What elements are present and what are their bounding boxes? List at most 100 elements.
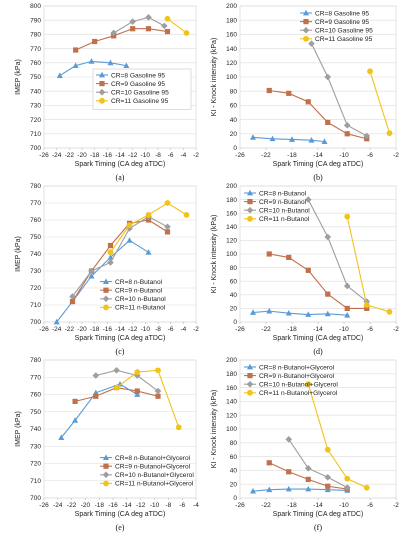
x-tick-label: -20 — [77, 326, 87, 333]
x-tick-label: -16 — [103, 152, 113, 159]
data-point — [305, 267, 311, 273]
x-tick-label: -10 — [141, 152, 151, 159]
x-tick-label: -18 — [95, 502, 105, 509]
data-point — [175, 424, 182, 431]
y-axis-label: IMEP (kPa) — [15, 59, 22, 95]
x-tick-label: -10 — [339, 326, 349, 333]
legend-marker — [99, 71, 105, 78]
legend-marker — [103, 480, 109, 487]
legend-entry: CR=10 n-Butanol+Glycerol — [259, 382, 338, 389]
y-tick-label: 700 — [30, 495, 41, 502]
data-point — [367, 68, 373, 75]
data-point — [266, 486, 273, 493]
data-point — [107, 242, 114, 249]
legend-marker — [103, 278, 109, 284]
y-tick-label: 160 — [226, 32, 237, 39]
data-point — [134, 388, 140, 394]
x-tick-label: -26 — [39, 326, 49, 333]
data-point — [285, 309, 292, 316]
y-tick-label: 60 — [230, 278, 238, 285]
y-tick-label: 0 — [233, 319, 237, 326]
data-point — [164, 223, 171, 231]
x-axis-label: Spark Timing (CA deg aTDC) — [75, 511, 166, 518]
x-axis-label: Spark Timing (CA deg aTDC) — [273, 511, 364, 518]
data-point — [145, 26, 152, 32]
legend-marker — [247, 189, 253, 196]
data-point — [92, 372, 100, 379]
x-tick-label: -20 — [77, 152, 87, 159]
legend-entry: CR=11 n-Butanol — [259, 216, 310, 223]
panel-label: (f) — [314, 523, 322, 532]
legend-entry: CR=8 n-Butanol+Glycerol — [115, 455, 191, 462]
data-point — [154, 387, 162, 395]
legend-marker — [303, 35, 309, 42]
y-tick-label: 100 — [226, 426, 237, 433]
y-tick-label: 730 — [30, 443, 41, 450]
data-point — [344, 213, 351, 220]
data-point — [110, 29, 117, 37]
x-tick-label: -26 — [235, 152, 245, 159]
y-tick-label: 770 — [30, 200, 41, 207]
data-point — [164, 229, 171, 235]
data-point — [324, 73, 332, 81]
x-axis-label: Spark Timing (CA deg aTDC) — [273, 161, 364, 168]
y-tick-label: 180 — [226, 17, 237, 24]
x-tick-label: -22 — [261, 326, 271, 333]
legend-marker — [303, 19, 309, 25]
x-tick-label: -4 — [180, 326, 186, 333]
y-tick-label: 730 — [30, 268, 41, 275]
y-tick-label: 720 — [30, 461, 41, 468]
x-tick-label: -18 — [90, 152, 100, 159]
data-point — [286, 469, 292, 475]
y-tick-label: 710 — [30, 131, 41, 138]
x-tick-label: -6 — [168, 152, 174, 159]
x-tick-label: -10 — [141, 326, 151, 333]
data-point — [73, 47, 79, 53]
data-point — [250, 487, 256, 494]
x-tick-label: -24 — [53, 502, 63, 509]
data-point — [325, 119, 331, 126]
legend-marker — [99, 81, 105, 87]
y-tick-label: 120 — [226, 238, 237, 245]
data-point — [69, 293, 76, 300]
y-tick-label: 120 — [226, 60, 237, 67]
y-tick-label: 40 — [230, 292, 238, 299]
series-line-3 — [72, 215, 168, 297]
data-point — [266, 251, 272, 257]
data-point — [289, 136, 295, 142]
x-tick-label: -18 — [287, 502, 297, 509]
data-point — [88, 58, 95, 64]
data-point — [164, 15, 171, 22]
x-tick-label: -16 — [108, 502, 118, 509]
data-point — [134, 391, 141, 397]
y-axis-label: IMEP (kPa) — [15, 236, 22, 272]
x-tick-label: -26 — [39, 152, 49, 159]
legend-entry: CR=8 Gasoline 95 — [315, 10, 369, 17]
y-tick-label: 200 — [226, 183, 237, 190]
x-tick-label: -20 — [81, 502, 91, 509]
x-tick-label: -12 — [128, 152, 138, 159]
y-axis-label: IMEP (kPa) — [15, 411, 22, 447]
y-tick-label: 60 — [230, 103, 238, 110]
legend-marker — [103, 463, 109, 469]
data-point — [364, 305, 370, 311]
chart-panel-2: 0 20 40 60 80 100 120 140 160 180 200 -26 -22 -18 -14 -… — [211, 3, 399, 182]
y-tick-label: 700 — [30, 145, 41, 152]
legend-box — [92, 68, 192, 110]
y-tick-label: 200 — [226, 3, 237, 10]
x-tick-label: -2 — [193, 326, 199, 333]
y-tick-label: 140 — [226, 224, 237, 231]
y-tick-label: 700 — [30, 319, 41, 326]
x-tick-label: -14 — [115, 152, 125, 159]
data-point — [344, 312, 351, 318]
legend-marker — [102, 295, 110, 303]
x-tick-label: -26 — [235, 502, 245, 509]
y-tick-label: 790 — [30, 17, 41, 24]
x-tick-label: -22 — [261, 502, 271, 509]
data-point — [155, 367, 161, 374]
x-tick-label: -24 — [52, 326, 62, 333]
series-line-1 — [252, 488, 348, 492]
